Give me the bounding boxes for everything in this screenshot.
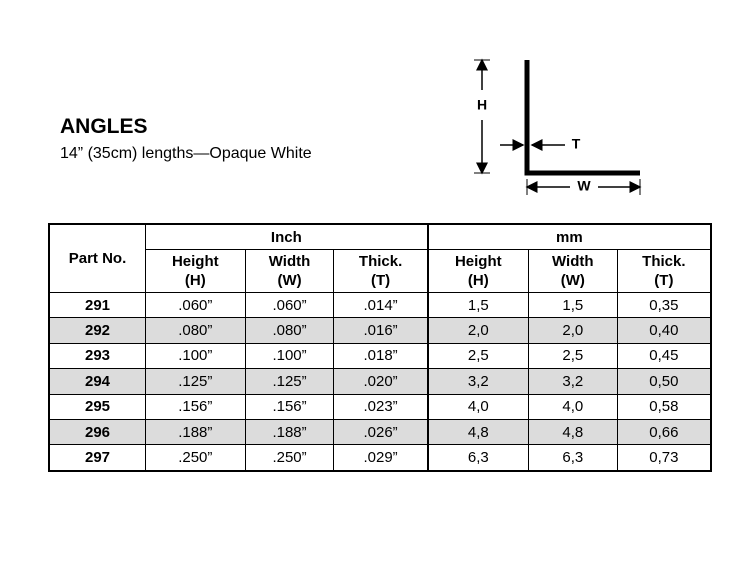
cell: .023”: [333, 393, 429, 420]
cell: .156”: [244, 393, 335, 420]
cell: 6,3: [527, 444, 618, 472]
part-number: 295: [48, 393, 146, 420]
cell: .080”: [145, 317, 246, 344]
column-header-line: Thick.: [642, 253, 686, 270]
cell: 1,5: [426, 291, 529, 319]
cell: .020”: [333, 368, 429, 395]
cell: .188”: [145, 418, 246, 446]
column-header-line: (T): [654, 272, 674, 289]
cell: 2,5: [527, 342, 618, 370]
column-header-line: Width: [552, 253, 594, 270]
cell: 0,35: [616, 291, 712, 319]
cell: 0,66: [616, 418, 712, 446]
data-row: 292.080” .080” .016” 2,0 2,0 0,40: [48, 317, 712, 344]
cell: .100”: [244, 342, 335, 370]
group-header: mm: [426, 223, 712, 250]
column-header-line: Height: [171, 253, 219, 270]
thickness-label: T: [572, 136, 581, 152]
cell: 0,40: [616, 317, 712, 344]
part-number: 291: [48, 291, 146, 319]
cell: .100”: [145, 342, 246, 370]
cell: .250”: [244, 444, 335, 472]
part-header: Part No.: [48, 223, 146, 293]
cell: 3,2: [426, 368, 529, 395]
cell: .016”: [333, 317, 429, 344]
data-row: 291.060” .060” .014” 1,5 1,5 0,35: [48, 291, 712, 319]
table-body: 291.060” .060” .014” 1,5 1,5 0,35 292.080” .080…: [48, 291, 712, 472]
cell: 6,3: [426, 444, 529, 472]
group-header: Inch: [144, 223, 429, 250]
width-label: W: [577, 178, 591, 194]
column-header: Width (W): [244, 249, 335, 293]
height-label: H: [477, 97, 487, 113]
cell: .188”: [244, 418, 335, 446]
spec-table: Part No. Inch mm Height (H) Width (W) Thick. (T)…: [48, 223, 712, 472]
column-header: Height (H): [145, 249, 246, 293]
angle-diagram: H T W: [474, 58, 642, 195]
data-row: 293.100” .100” .018” 2,5 2,5 0,45: [48, 342, 712, 370]
cell: 0,50: [616, 368, 712, 395]
cell: 0,73: [616, 444, 712, 472]
cell: 0,58: [616, 393, 712, 420]
cell: .250”: [145, 444, 246, 472]
cell: 4,8: [527, 418, 618, 446]
cell: .014”: [333, 291, 429, 319]
column-header-line: (W): [277, 272, 302, 289]
data-row: 296.188” .188” .026” 4,8 4,8 0,66: [48, 418, 712, 446]
part-number: 292: [48, 317, 146, 344]
data-row: 294.125” .125” .020” 3,2 3,2 0,50: [48, 368, 712, 395]
header-row: Height (H) Width (W) Thick. (T) Height (H) Width…: [49, 249, 712, 293]
table-head: Part No. Inch mm Height (H) Width (W) Thick. (T)…: [48, 223, 712, 293]
column-header-line: (W): [560, 272, 585, 289]
cell: 2,0: [426, 317, 529, 344]
data-row: 295.156” .156” .023” 4,0 4,0 0,58: [48, 393, 712, 420]
column-header: Thick. (T): [616, 249, 712, 293]
subtitle: 14” (35cm) lengths—Opaque White: [60, 145, 312, 162]
cell: .029”: [333, 444, 429, 472]
column-header-line: (H): [184, 272, 206, 289]
cell: 2,0: [527, 317, 618, 344]
column-header-line: (T): [371, 272, 391, 289]
data-row: 297.250” .250” .029” 6,3 6,3 0,73: [48, 444, 712, 472]
column-header: Height (H): [426, 249, 529, 293]
cell: .060”: [244, 291, 335, 319]
cell: 4,0: [426, 393, 529, 420]
cell: 1,5: [527, 291, 618, 319]
cell: .080”: [244, 317, 335, 344]
cell: 2,5: [426, 342, 529, 370]
header-row: Part No. Inch mm: [48, 223, 712, 293]
cell: .125”: [244, 368, 335, 395]
part-number: 296: [48, 418, 146, 446]
cell: 3,2: [527, 368, 618, 395]
cell: 0,45: [616, 342, 712, 370]
column-header-line: (H): [467, 272, 489, 289]
angle-shape: [524, 60, 640, 176]
title: ANGLES: [60, 115, 148, 138]
cell: .018”: [333, 342, 429, 370]
column-header: Width (W): [527, 249, 618, 293]
column-header-line: Width: [268, 253, 311, 270]
column-header: Thick. (T): [333, 249, 429, 293]
part-number: 297: [48, 444, 146, 472]
cell: .060”: [145, 291, 246, 319]
cell: .156”: [145, 393, 246, 420]
cell: 4,0: [527, 393, 618, 420]
cell: .026”: [333, 418, 429, 446]
column-header-line: Thick.: [358, 253, 403, 270]
part-number: 294: [48, 368, 146, 395]
part-number: 293: [48, 342, 146, 370]
cell: .125”: [145, 368, 246, 395]
cell: 4,8: [426, 418, 529, 446]
column-header-line: Height: [454, 253, 502, 270]
